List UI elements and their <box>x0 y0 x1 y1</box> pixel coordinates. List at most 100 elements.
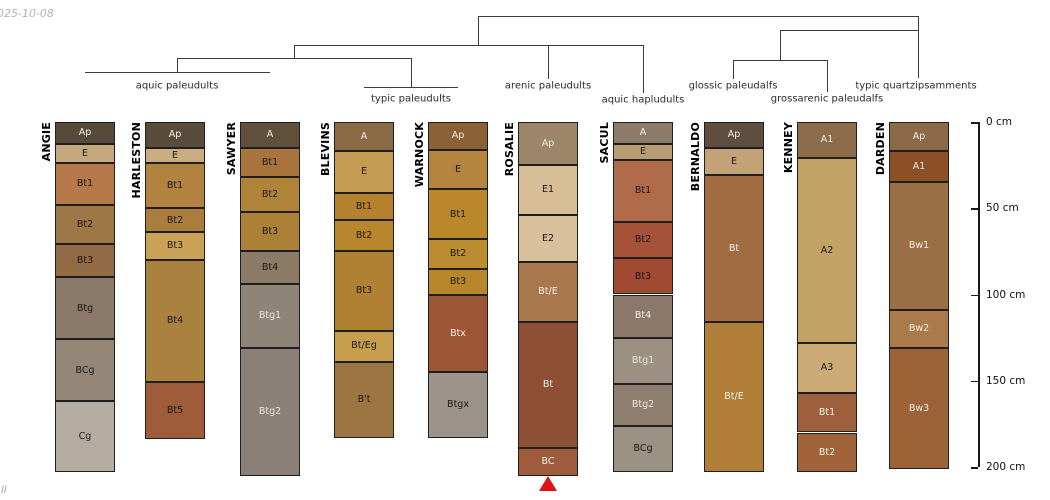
depth-tick <box>971 380 978 383</box>
dendrogram-segment <box>294 45 643 46</box>
horizon-sacul-a: A <box>613 122 673 145</box>
horizon-label: Bw1 <box>908 240 930 252</box>
horizon-label: Bt1 <box>818 406 836 418</box>
horizon-rosalie-e2: E2 <box>518 215 578 262</box>
horizon-label: A <box>639 127 647 139</box>
horizon-sacul-bt2: Bt2 <box>613 222 673 259</box>
horizon-angie-bcg: BCg <box>55 339 115 402</box>
dendrogram-segment <box>733 60 734 79</box>
horizon-warnock-bt2: Bt2 <box>428 239 488 269</box>
horizon-blevins-a: A <box>334 122 394 152</box>
horizon-label: BC <box>541 456 555 468</box>
horizon-label: Bt3 <box>449 275 467 287</box>
horizon-sacul-e: E <box>613 144 673 160</box>
horizon-rosalie-bt: Bt <box>518 322 578 449</box>
horizon-sawyer-bt4: Bt4 <box>240 251 300 285</box>
horizon-harleston-e: E <box>145 147 205 164</box>
horizon-angie-ap: Ap <box>55 122 115 145</box>
horizon-label: Btg2 <box>631 399 655 411</box>
depth-tick <box>971 294 978 296</box>
depth-tick-label: 0 cm <box>986 116 1013 128</box>
dendrogram-segment <box>85 72 270 73</box>
horizon-label: Bt4 <box>166 315 184 327</box>
horizon-label: Bt <box>728 243 740 255</box>
horizon-label: Bt4 <box>261 262 279 273</box>
horizon-label: Bt2 <box>355 230 373 242</box>
horizon-warnock-bt3: Bt3 <box>428 268 488 295</box>
dendrogram-segment <box>918 30 919 78</box>
horizon-blevins-bt3: Bt3 <box>334 251 394 331</box>
horizon-harleston-bt2: Bt2 <box>145 208 205 233</box>
profile-name-sawyer: SAWYER <box>225 122 238 176</box>
horizon-kenney-bt2: Bt2 <box>797 432 857 473</box>
timestamp-watermark: 025-10-08 <box>0 7 54 20</box>
profile-name-blevins: BLEVINS <box>319 122 332 177</box>
horizon-sacul-bt3: Bt3 <box>613 258 673 295</box>
horizon-label: Bt2 <box>76 218 94 230</box>
horizon-harleston-bt1: Bt1 <box>145 163 205 209</box>
horizon-sacul-bt1: Bt1 <box>613 159 673 223</box>
horizon-harleston-bt5: Bt5 <box>145 382 205 440</box>
horizon-bernaldo-ap: Ap <box>704 122 764 148</box>
dendrogram-segment <box>918 16 919 30</box>
horizon-label: Bt/E <box>724 391 744 403</box>
horizon-label: Bt/E <box>538 286 558 298</box>
horizon-sacul-btg2: Btg2 <box>613 384 673 426</box>
taxonomy-label-typic-paleudults: typic paleudults <box>371 93 451 105</box>
depth-tick-label: 200 cm <box>986 461 1026 473</box>
horizon-darden-bw3: Bw3 <box>889 347 949 469</box>
horizon-sacul-bt4: Bt4 <box>613 294 673 338</box>
horizon-kenney-a1: A1 <box>797 122 857 159</box>
horizon-label: Ap <box>912 130 926 142</box>
horizon-label: E2 <box>541 232 555 244</box>
horizon-label: E <box>730 155 737 167</box>
horizon-label: Btx <box>450 327 466 339</box>
horizon-label: E <box>360 166 367 178</box>
horizon-label: Bt1 <box>634 185 652 197</box>
horizon-label: E <box>454 163 461 175</box>
horizon-bernaldo-e: E <box>704 147 764 176</box>
horizon-label: A2 <box>820 244 834 256</box>
horizon-label: Btg1 <box>258 310 282 322</box>
taxonomy-label-aquic-hapludults: aquic hapludults <box>601 94 685 106</box>
horizon-blevins-bt-eg: Bt/Eg <box>334 330 394 362</box>
horizon-label: Bt3 <box>355 285 373 297</box>
depth-tick-label: 100 cm <box>986 288 1026 301</box>
horizon-label: A1 <box>820 134 834 146</box>
horizon-bernaldo-bt-e: Bt/E <box>704 322 764 473</box>
horizon-label: Bw2 <box>908 323 930 335</box>
horizon-label: Bt2 <box>818 446 836 458</box>
dendrogram-segment <box>780 30 781 60</box>
horizon-label: Bt1 <box>355 200 373 212</box>
horizon-label: Bt1 <box>261 156 279 168</box>
horizon-angie-e: E <box>55 144 115 164</box>
horizon-angie-bt1: Bt1 <box>55 163 115 205</box>
horizon-blevins-b-t: B't <box>334 361 394 438</box>
horizon-label: Bt <box>542 379 554 391</box>
footer-watermark: ll <box>1 485 7 496</box>
depth-axis-line <box>978 122 980 467</box>
profile-name-harleston: HARLESTON <box>130 122 143 199</box>
horizon-kenney-a3: A3 <box>797 342 857 393</box>
depth-tick <box>971 122 978 124</box>
horizon-blevins-bt1: Bt1 <box>334 192 394 221</box>
horizon-label: Bt1 <box>449 208 467 220</box>
horizon-angie-bt3: Bt3 <box>55 244 115 278</box>
dendrogram-segment <box>827 60 828 92</box>
horizon-label: Btg2 <box>258 406 282 418</box>
horizon-label: Bt2 <box>634 234 652 246</box>
horizon-label: A3 <box>820 362 834 374</box>
horizon-label: Bt4 <box>634 310 652 322</box>
horizon-sawyer-btg2: Btg2 <box>240 347 300 476</box>
horizon-label: A <box>266 129 274 141</box>
dendrogram-segment <box>478 16 479 45</box>
dendrogram-segment <box>177 58 178 72</box>
horizon-rosalie-bt-e: Bt/E <box>518 261 578 323</box>
horizon-label: Ap <box>541 137 555 149</box>
dendrogram-segment <box>364 87 458 88</box>
horizon-kenney-bt1: Bt1 <box>797 392 857 433</box>
dendrogram-segment <box>643 45 644 93</box>
horizon-darden-ap: Ap <box>889 122 949 152</box>
dendrogram-segment <box>411 58 412 87</box>
horizon-label: E <box>171 149 178 161</box>
